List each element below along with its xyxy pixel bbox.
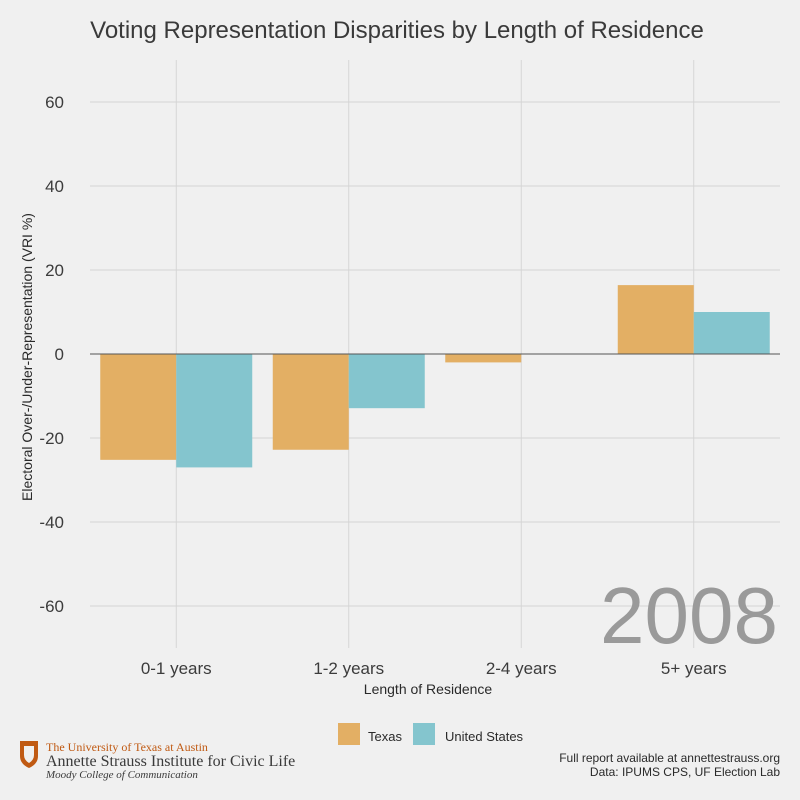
bar-texas-2-4-years — [445, 354, 521, 362]
bar-texas-5-years — [618, 285, 694, 354]
chart-title: Voting Representation Disparities by Len… — [90, 17, 704, 44]
legend: Texas United States — [338, 723, 524, 745]
x-axis-title: Length of Residence — [364, 681, 493, 697]
logo-college: Moody College of Communication — [45, 769, 198, 781]
footer-report-note: Full report available at annettestrauss.… — [559, 751, 780, 765]
legend-swatch-texas — [338, 723, 360, 745]
y-axis-title: Electoral Over-/Under-Representation (VR… — [19, 213, 35, 501]
x-tick-label: 0-1 years — [141, 659, 212, 678]
bar-united-states-5-years — [694, 312, 770, 354]
bar-united-states-0-1-years — [176, 354, 252, 467]
bar-texas-0-1-years — [100, 354, 176, 460]
legend-label-texas: Texas — [368, 729, 402, 744]
y-tick-label: -60 — [39, 597, 64, 616]
ut-shield-icon — [20, 741, 38, 768]
institute-logo: The University of Texas at Austin Annett… — [20, 740, 295, 781]
x-tick-label: 1-2 years — [313, 659, 384, 678]
x-axis-ticks: 0-1 years 1-2 years 2-4 years 5+ years — [141, 659, 727, 678]
legend-swatch-us — [413, 723, 435, 745]
bar-united-states-1-2-years — [349, 354, 425, 408]
year-annotation: 2008 — [600, 571, 778, 660]
logo-institute: Annette Strauss Institute for Civic Life — [46, 753, 295, 770]
y-axis-ticks: -60 -40 -20 0 20 40 60 — [39, 93, 64, 616]
x-tick-label: 5+ years — [661, 659, 727, 678]
y-tick-label: -20 — [39, 429, 64, 448]
logo-university: The University of Texas at Austin — [46, 740, 208, 754]
x-tick-label: 2-4 years — [486, 659, 557, 678]
y-tick-label: 60 — [45, 93, 64, 112]
bars — [100, 285, 770, 467]
y-tick-label: 40 — [45, 177, 64, 196]
y-tick-label: 20 — [45, 261, 64, 280]
y-tick-label: 0 — [55, 345, 64, 364]
footer-data-source: Data: IPUMS CPS, UF Election Lab — [590, 765, 780, 779]
legend-label-us: United States — [445, 729, 524, 744]
bar-texas-1-2-years — [273, 354, 349, 450]
y-tick-label: -40 — [39, 513, 64, 532]
